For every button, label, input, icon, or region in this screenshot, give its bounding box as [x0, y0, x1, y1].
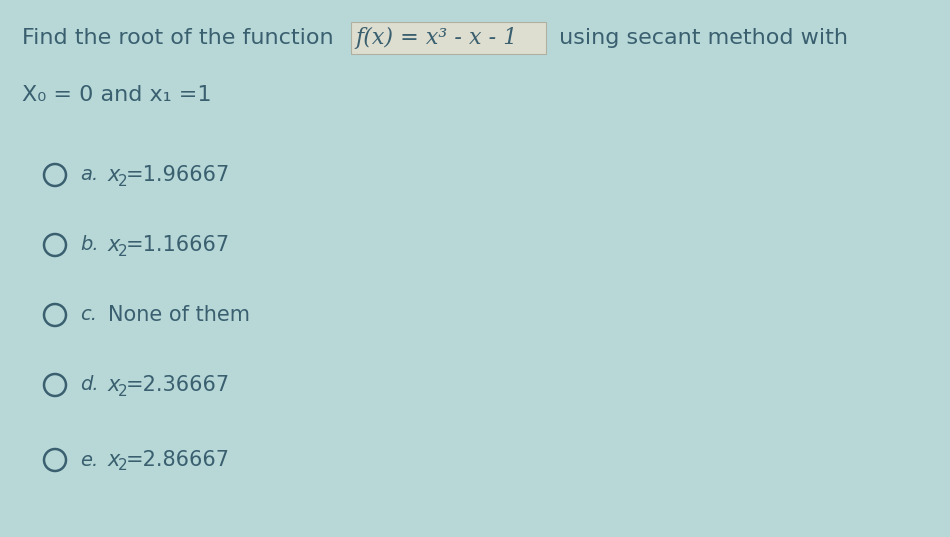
Text: x: x — [108, 165, 121, 185]
Text: 2: 2 — [118, 383, 127, 398]
Text: =1.96667: =1.96667 — [126, 165, 230, 185]
Text: 2: 2 — [118, 173, 127, 188]
Text: d.: d. — [80, 375, 99, 395]
Text: a.: a. — [80, 165, 98, 185]
Text: =2.86667: =2.86667 — [126, 450, 230, 470]
Text: =1.16667: =1.16667 — [126, 235, 230, 255]
FancyBboxPatch shape — [351, 22, 546, 54]
Text: using secant method with: using secant method with — [552, 28, 848, 48]
Text: x: x — [108, 450, 121, 470]
Text: f(x) = x³ - x - 1: f(x) = x³ - x - 1 — [355, 27, 518, 49]
Text: Find the root of the function: Find the root of the function — [22, 28, 341, 48]
Text: c.: c. — [80, 306, 97, 324]
Text: X₀ = 0 and x₁ =1: X₀ = 0 and x₁ =1 — [22, 85, 212, 105]
Text: =2.36667: =2.36667 — [126, 375, 230, 395]
Text: x: x — [108, 375, 121, 395]
Text: x: x — [108, 235, 121, 255]
Text: 2: 2 — [118, 243, 127, 258]
Text: 2: 2 — [118, 459, 127, 474]
Text: e.: e. — [80, 451, 98, 469]
Text: None of them: None of them — [108, 305, 250, 325]
Text: b.: b. — [80, 236, 99, 255]
